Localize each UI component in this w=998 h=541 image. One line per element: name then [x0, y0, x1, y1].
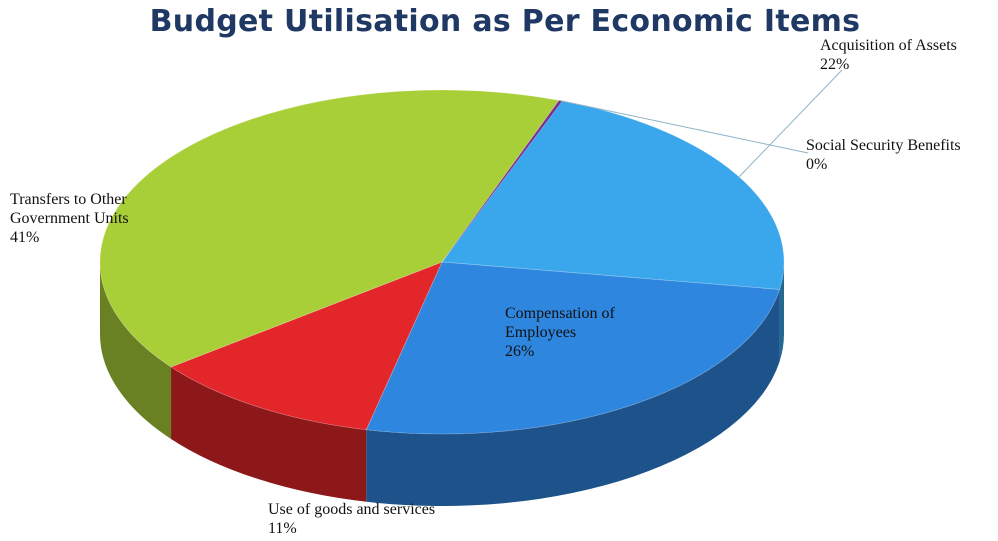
pie-slice-use-of-goods-and-services: [170, 261, 443, 431]
label-acquisition-of-assets: Acquisition of Assets 22%: [820, 36, 957, 74]
pie-side-acquisition-of-assets: [779, 262, 784, 362]
label-transfers-pct: 41%: [10, 229, 40, 246]
label-use-of-goods: Use of goods and services 11%: [268, 500, 435, 538]
leader-acquisition-of-assets: [737, 69, 843, 179]
label-acquisition-of-assets-name: Acquisition of Assets: [820, 37, 957, 54]
label-acquisition-of-assets-pct: 22%: [820, 56, 850, 73]
label-social-security-benefits-pct: 0%: [806, 156, 828, 173]
label-transfers: Transfers to Other Government Units 41%: [10, 190, 160, 247]
pie-side-compensation-of-employees: [366, 289, 780, 506]
pie-side-transfers-to-other-government-units: [100, 262, 172, 439]
label-compensation-pct: 26%: [505, 343, 535, 360]
label-transfers-name: Transfers to Other Government Units: [10, 191, 129, 227]
label-social-security-benefits-name: Social Security Benefits: [806, 137, 961, 154]
label-social-security-benefits: Social Security Benefits 0%: [806, 136, 961, 174]
pie-side-use-of-goods-and-services: [171, 366, 367, 502]
label-use-of-goods-name: Use of goods and services: [268, 501, 436, 518]
label-compensation: Compensation of Employees 26%: [505, 304, 655, 361]
label-use-of-goods-pct: 11%: [268, 520, 297, 537]
pie-slice-acquisition-of-assets: [441, 99, 785, 290]
pie-slice-compensation-of-employees: [365, 261, 781, 435]
leader-social-security-benefits: [559, 100, 809, 154]
chart-title: Budget Utilisation as Per Economic Items: [149, 4, 861, 39]
label-compensation-name: Compensation of Employees: [505, 305, 615, 341]
pie-slice-transfers-to-other-government-units: [99, 89, 560, 368]
